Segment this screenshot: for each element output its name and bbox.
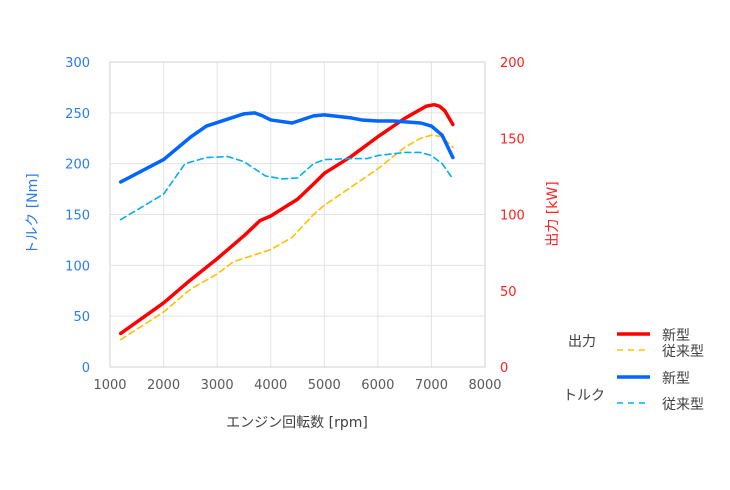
ticks: 1000 2000 3000 4000 5000 6000 7000 800005010015…	[65, 56, 525, 393]
y-tick-label-right: 150	[500, 132, 525, 147]
legend-entry-label: 従来型	[662, 397, 704, 413]
legend-group-label: 出力	[568, 334, 596, 350]
y-tick-label-left: 0	[82, 361, 90, 376]
series-line-出力-従来型	[119, 134, 454, 341]
y-tick-label-left: 250	[65, 107, 90, 122]
y-tick-label-right: 100	[500, 209, 525, 224]
y-tick-label-right: 0	[500, 361, 508, 376]
legend-entry-label: 新型	[662, 328, 690, 344]
y-tick-label-left: 150	[65, 209, 90, 224]
legend-entry-label: 新型	[662, 371, 690, 387]
series-layer	[118, 102, 455, 341]
grid	[109, 61, 486, 368]
series-line-出力-新型	[118, 102, 455, 336]
x-tick-label: 7000	[415, 378, 448, 393]
legend-group-label: トルク	[563, 388, 605, 404]
y-axis-label-left: トルク [Nm]	[25, 173, 41, 254]
y-tick-label-left: 50	[73, 310, 90, 325]
series-line-トルク-従来型	[119, 151, 454, 221]
x-tick-label: 3000	[201, 378, 234, 393]
y-tick-label-left: 200	[65, 158, 90, 173]
x-tick-label: 5000	[308, 378, 341, 393]
x-tick-label: 2000	[147, 378, 180, 393]
y-tick-label-left: 300	[65, 56, 90, 71]
y-axis-label-right: 出力 [kW]	[545, 181, 561, 246]
x-tick-label: 8000	[468, 378, 501, 393]
y-tick-label-right: 200	[500, 56, 525, 71]
x-tick-label: 4000	[254, 378, 287, 393]
y-tick-label-right: 50	[500, 285, 517, 300]
plot-border	[109, 61, 486, 368]
series-line-トルク-新型	[118, 111, 455, 184]
x-tick-label: 6000	[361, 378, 394, 393]
legend-entry-label: 従来型	[662, 344, 704, 360]
x-tick-label: 1000	[93, 378, 126, 393]
x-axis-label: エンジン回転数 [rpm]	[226, 415, 368, 431]
y-tick-label-left: 100	[65, 259, 90, 274]
